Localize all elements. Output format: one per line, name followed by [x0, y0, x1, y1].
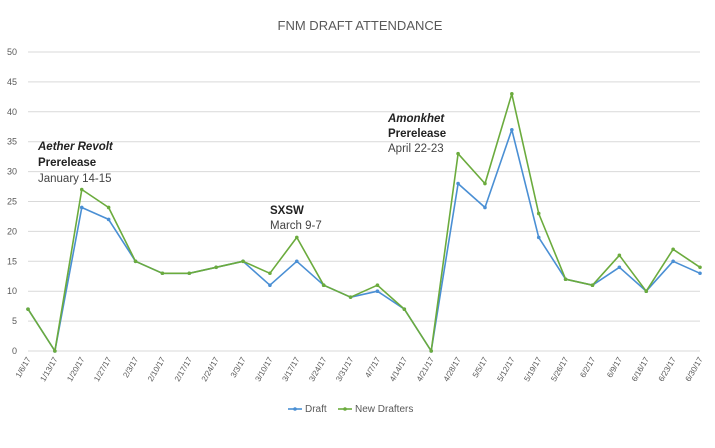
data-point [214, 265, 218, 270]
x-tick-label: 1/27/17 [92, 355, 113, 383]
x-tick-label: 3/24/17 [307, 355, 328, 383]
y-tick-label: 20 [7, 226, 17, 236]
y-tick-label: 35 [7, 137, 17, 147]
data-point [106, 217, 111, 222]
data-point [26, 307, 30, 311]
x-tick-label: 3/17/17 [280, 355, 301, 383]
data-point [402, 307, 407, 311]
data-point [295, 235, 299, 240]
x-tick-label: 5/26/17 [549, 355, 570, 383]
data-point [429, 349, 434, 353]
data-point [79, 205, 84, 210]
data-point [268, 271, 272, 276]
data-point [456, 181, 460, 186]
y-axis-ticks: 0 5 10 15 20 25 30 35 40 45 50 [7, 47, 17, 356]
legend-label: Draft [305, 404, 327, 415]
annotation-text: March 9-7 [270, 220, 322, 232]
annotation-text: April 22-23 [388, 143, 444, 155]
x-tick-label: 1/13/17 [38, 355, 59, 383]
data-point [53, 349, 57, 353]
x-tick-label: 5/12/17 [495, 355, 516, 383]
legend-marker [343, 407, 347, 411]
y-tick-label: 0 [12, 346, 17, 356]
x-tick-label: 2/24/17 [200, 355, 221, 383]
annotation-text: Amonkhet [387, 113, 445, 125]
x-tick-label: 6/30/17 [684, 355, 705, 383]
data-point [241, 259, 245, 264]
annotation-text: Aether Revolt [37, 141, 114, 153]
x-tick-label: 3/31/17 [334, 355, 355, 383]
y-tick-label: 5 [12, 316, 17, 326]
series-lines [26, 92, 702, 353]
legend-label: New Drafters [355, 404, 413, 415]
x-tick-label: 5/19/17 [522, 355, 543, 383]
data-point [536, 211, 541, 216]
gridlines [28, 51, 700, 352]
x-tick-label: 2/3/17 [121, 355, 140, 379]
y-tick-label: 40 [7, 107, 17, 117]
annotation-text: January 14-15 [38, 173, 112, 185]
data-point [79, 187, 84, 192]
data-point [483, 181, 487, 186]
data-point [617, 265, 622, 270]
y-tick-label: 25 [7, 197, 17, 207]
x-tick-label: 6/9/17 [605, 355, 624, 379]
annotation-text: Prerelease [38, 157, 96, 169]
data-point [590, 283, 595, 288]
data-point [160, 271, 165, 276]
x-tick-label: 4/7/17 [363, 355, 382, 379]
x-tick-label: 6/23/17 [657, 355, 678, 383]
x-tick-label: 6/2/17 [578, 355, 597, 379]
annotation-text: SXSW [270, 205, 304, 217]
x-tick-label: 3/3/17 [229, 355, 248, 379]
data-point [268, 283, 272, 288]
data-point [644, 289, 649, 294]
data-point [698, 265, 702, 270]
series-line-draft [27, 128, 701, 352]
data-point [375, 283, 380, 288]
data-point [456, 151, 460, 156]
data-point [563, 277, 568, 282]
data-point [187, 271, 192, 276]
data-point [375, 289, 380, 294]
legend: Draft New Drafters [288, 404, 413, 415]
data-point [133, 259, 138, 264]
x-tick-label: 1/20/17 [65, 355, 86, 383]
y-tick-label: 30 [7, 167, 17, 177]
y-tick-label: 10 [7, 286, 17, 296]
x-tick-label: 4/28/17 [442, 355, 463, 383]
x-axis-ticks: 1/6/17 1/13/17 1/20/17 1/27/17 2/3/17 2/10/17… [14, 355, 705, 383]
legend-marker [293, 407, 297, 411]
y-tick-label: 45 [7, 77, 17, 87]
data-point [617, 253, 622, 258]
y-tick-label: 15 [7, 256, 17, 266]
x-tick-label: 2/17/17 [173, 355, 194, 383]
x-tick-label: 2/10/17 [146, 355, 167, 383]
data-point [510, 92, 514, 96]
x-tick-label: 1/6/17 [14, 355, 33, 379]
data-point [483, 205, 487, 210]
x-tick-label: 4/14/17 [388, 355, 409, 383]
data-point [106, 205, 111, 210]
data-point [671, 247, 675, 252]
data-point [536, 235, 541, 240]
data-point [321, 283, 326, 288]
x-tick-label: 5/5/17 [471, 355, 490, 379]
x-tick-label: 3/10/17 [254, 355, 275, 383]
data-point [671, 259, 675, 264]
chart-title: FNM DRAFT ATTENDANCE [278, 18, 443, 33]
annotation-text: Prerelease [388, 128, 446, 140]
x-tick-label: 4/21/17 [415, 355, 436, 383]
y-tick-label: 50 [7, 47, 17, 57]
series-line-new-drafters [27, 93, 701, 352]
data-point [295, 259, 299, 264]
data-point [698, 271, 702, 276]
x-tick-label: 6/16/17 [630, 355, 651, 383]
data-point [510, 127, 514, 132]
annotations: Aether Revolt Prerelease January 14-15 SXSW… [37, 113, 446, 232]
data-point [348, 295, 353, 299]
